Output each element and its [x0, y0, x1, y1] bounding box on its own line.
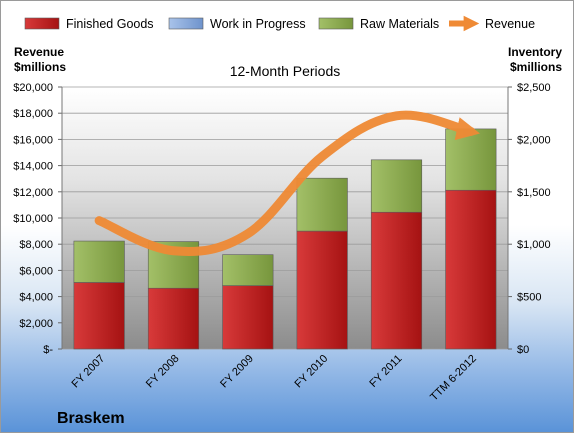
- legend-label: Raw Materials: [360, 17, 439, 31]
- left-tick-label: $-: [43, 344, 53, 356]
- bar-raw-materials-fy-2007: [73, 240, 125, 283]
- left-axis-title-line2: $millions: [14, 60, 66, 74]
- legend-swatch: [24, 17, 60, 30]
- left-tick-label: $20,000: [13, 82, 53, 94]
- bar-finished-goods-fy-2007: [73, 282, 125, 350]
- left-tick-label: $8,000: [19, 239, 53, 251]
- left-tick-label: $16,000: [13, 134, 53, 146]
- category-label: FY 2010: [293, 353, 331, 391]
- legend-item-revenue: Revenue: [449, 15, 535, 32]
- right-tick-label: $500: [517, 292, 541, 304]
- left-tick-label: $2,000: [19, 318, 53, 330]
- bar-finished-goods-fy-2009: [222, 285, 274, 350]
- right-axis-title-line1: Inventory: [508, 45, 562, 59]
- legend-item-raw-materials: Raw Materials: [318, 17, 439, 31]
- right-tick-label: $2,000: [517, 134, 551, 146]
- category-label: FY 2009: [218, 353, 256, 391]
- category-label: FY 2008: [144, 353, 182, 391]
- right-axis-title-line2: $millions: [510, 60, 562, 74]
- right-tick-label: $1,500: [517, 187, 551, 199]
- legend-swatch: [168, 17, 204, 30]
- left-axis-title-line1: Revenue: [14, 45, 64, 59]
- bar-finished-goods-ttm-6-2012: [445, 189, 497, 350]
- left-tick-label: $12,000: [13, 187, 53, 199]
- legend-label: Work in Progress: [210, 17, 306, 31]
- right-tick-label: $2,500: [517, 82, 551, 94]
- legend-item-finished-goods: Finished Goods: [24, 17, 154, 31]
- bar-raw-materials-fy-2009: [222, 254, 274, 286]
- bar-raw-materials-fy-2010: [296, 177, 348, 232]
- left-tick-label: $18,000: [13, 108, 53, 120]
- right-tick-label: $1,000: [517, 239, 551, 251]
- bar-finished-goods-fy-2008: [147, 287, 200, 350]
- left-tick-label: $10,000: [13, 213, 53, 225]
- bar-raw-materials-fy-2011: [370, 159, 423, 213]
- right-tick-label: $0: [517, 344, 529, 356]
- category-label: TTM 6-2012: [428, 353, 479, 404]
- revenue-line: [94, 110, 480, 257]
- company-name: Braskem: [57, 410, 125, 427]
- chart-title: 12-Month Periods: [230, 63, 341, 79]
- bar-finished-goods-fy-2011: [370, 211, 423, 350]
- legend-item-work-in-progress: Work in Progress: [168, 17, 306, 31]
- category-label: FY 2011: [367, 353, 404, 390]
- legend-swatch: [318, 17, 354, 30]
- bar-finished-goods-fy-2010: [296, 230, 348, 350]
- legend-label: Revenue: [485, 17, 535, 31]
- legend-label: Finished Goods: [66, 17, 154, 31]
- category-label: FY 2007: [70, 353, 108, 391]
- left-tick-label: $4,000: [19, 292, 53, 304]
- left-tick-label: $14,000: [13, 161, 53, 173]
- left-tick-label: $6,000: [19, 265, 53, 277]
- bar-raw-materials-ttm-6-2012: [445, 128, 497, 191]
